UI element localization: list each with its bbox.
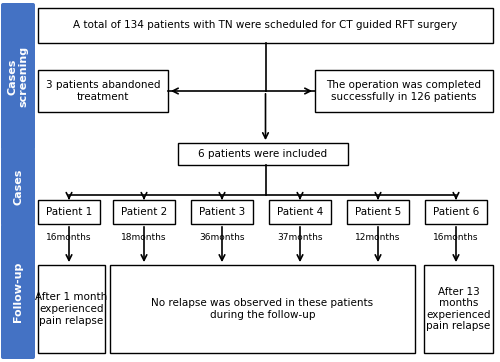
Bar <box>178 143 348 165</box>
Text: The operation was completed
successfully in 126 patients: The operation was completed successfully… <box>326 80 482 102</box>
FancyBboxPatch shape <box>1 3 35 150</box>
Text: 6 patients were included: 6 patients were included <box>198 149 328 159</box>
Text: 37months: 37months <box>277 232 323 241</box>
Text: A total of 134 patients with TN were scheduled for CT guided RFT surgery: A total of 134 patients with TN were sch… <box>74 21 458 30</box>
Bar <box>38 265 105 353</box>
Text: 16months: 16months <box>46 232 92 241</box>
Bar <box>38 70 168 112</box>
Text: Patient 6: Patient 6 <box>433 207 479 217</box>
Bar <box>191 200 253 224</box>
Text: 18months: 18months <box>121 232 167 241</box>
Bar <box>315 70 493 112</box>
Bar <box>269 200 331 224</box>
Bar <box>424 265 493 353</box>
Text: Patient 2: Patient 2 <box>121 207 167 217</box>
Text: No relapse was observed in these patients
during the follow-up: No relapse was observed in these patient… <box>152 298 374 320</box>
Text: Cases: Cases <box>13 169 23 205</box>
Text: After 13
months
experienced
pain relapse: After 13 months experienced pain relapse <box>426 287 491 331</box>
Text: Patient 5: Patient 5 <box>355 207 401 217</box>
Bar <box>347 200 409 224</box>
Text: Patient 1: Patient 1 <box>46 207 92 217</box>
Bar <box>113 200 175 224</box>
Bar <box>425 200 487 224</box>
Bar <box>38 200 100 224</box>
Text: Patient 3: Patient 3 <box>199 207 245 217</box>
FancyBboxPatch shape <box>1 224 35 359</box>
Bar <box>38 8 493 43</box>
Text: 36months: 36months <box>199 232 245 241</box>
Text: 16months: 16months <box>433 232 479 241</box>
Text: After 1 month
experienced
pain relapse: After 1 month experienced pain relapse <box>36 292 108 325</box>
Text: Cases
screening: Cases screening <box>7 46 29 107</box>
Text: 3 patients abandoned
treatment: 3 patients abandoned treatment <box>46 80 160 102</box>
FancyBboxPatch shape <box>1 148 35 226</box>
Text: Patient 4: Patient 4 <box>277 207 323 217</box>
Text: Follow-up: Follow-up <box>13 261 23 322</box>
Bar <box>110 265 415 353</box>
Text: 12months: 12months <box>356 232 401 241</box>
